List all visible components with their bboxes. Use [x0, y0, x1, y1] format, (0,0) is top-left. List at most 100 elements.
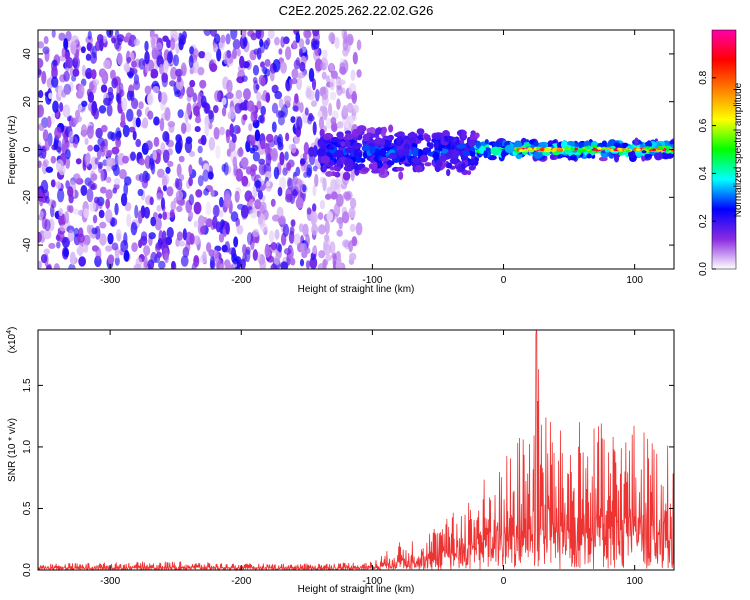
- spectrogram-cell: [174, 90, 182, 98]
- spectrogram-cell: [193, 254, 200, 268]
- spectrogram-cell: [98, 105, 107, 114]
- spectrogram-cell: [252, 151, 261, 162]
- spectrogram-cell: [249, 208, 258, 219]
- spectrogram-cell: [282, 223, 290, 237]
- spectrogram-cell: [50, 179, 56, 188]
- spectrogram-cell: [277, 186, 283, 197]
- spectrogram-cell: [260, 105, 266, 116]
- spectrogram-cell: [164, 252, 169, 264]
- spectrogram-cell: [188, 54, 194, 69]
- spectrogram-y-tick-label: -40: [22, 237, 33, 252]
- spectrogram-cell: [221, 106, 227, 117]
- colorbar-tick-label: 0.0: [698, 262, 709, 276]
- spectrogram-cell: [241, 175, 249, 187]
- spectrogram-cell: [143, 206, 151, 219]
- spectrogram-x-tick-label: -200: [231, 275, 251, 286]
- spectrogram-cell: [297, 72, 306, 79]
- spectrogram-cell: [308, 146, 315, 158]
- spectrogram-cell: [303, 142, 310, 155]
- spectrogram-cell: [168, 123, 175, 134]
- spectrogram-cell: [131, 60, 137, 68]
- spectrogram-cell: [209, 255, 215, 269]
- spectrogram-cell: [293, 233, 301, 246]
- spectrogram-cell: [39, 197, 44, 207]
- spectrogram-cell: [449, 157, 459, 165]
- spectrogram-cell: [597, 146, 603, 150]
- spectrogram-cell: [240, 204, 249, 219]
- spectrogram-cell: [111, 78, 118, 89]
- spectrogram-cell: [209, 63, 218, 73]
- spectrogram-cell: [55, 234, 61, 242]
- spectrogram-cell: [158, 230, 164, 244]
- spectrogram-cell: [54, 126, 62, 140]
- spectrogram-cell: [274, 90, 283, 100]
- spectrogram-cell: [609, 149, 615, 153]
- spectrogram-cell: [205, 201, 212, 216]
- spectrogram-cell: [38, 160, 42, 169]
- spectrogram-cell: [200, 95, 207, 108]
- spectrogram-cell: [388, 124, 394, 133]
- spectrogram-cell: [322, 258, 327, 269]
- spectrogram-cell: [274, 229, 280, 240]
- spectrogram-cell: [178, 240, 186, 247]
- spectrogram-cell: [105, 209, 113, 223]
- spectrogram-cell: [569, 154, 577, 161]
- spectrogram-cell: [144, 85, 152, 95]
- spectrogram-cell: [330, 136, 340, 143]
- spectrogram-cell: [314, 173, 319, 187]
- spectrogram-cell: [103, 59, 111, 69]
- spectrogram-cell: [523, 148, 529, 152]
- colorbar-tick-label: 0.6: [698, 118, 709, 132]
- spectrogram-cell: [336, 121, 344, 129]
- spectrogram-cell: [203, 188, 209, 196]
- spectrogram-cell: [122, 124, 130, 138]
- spectrogram-cell: [416, 128, 425, 135]
- spectrogram-cell: [325, 170, 333, 177]
- spectrogram-cell: [73, 117, 79, 125]
- spectrogram-cell: [158, 260, 166, 269]
- spectrogram-cell: [137, 188, 144, 197]
- spectrogram-cell: [253, 80, 259, 94]
- spectrogram-cell: [653, 151, 663, 161]
- spectrogram-cell: [124, 64, 131, 73]
- spectrogram-cell: [318, 224, 326, 235]
- spectrogram-x-tick-label: 100: [626, 275, 643, 286]
- spectrogram-cell: [585, 146, 591, 150]
- spectrogram-cell: [311, 78, 317, 91]
- spectrogram-cell: [52, 100, 59, 113]
- spectrogram-cell: [145, 140, 153, 151]
- spectrogram-cell: [150, 68, 159, 79]
- spectrogram-cell: [259, 201, 267, 215]
- spectrogram-cell: [484, 139, 489, 145]
- spectrogram-cell: [132, 130, 137, 141]
- spectrogram-cell: [65, 180, 70, 190]
- spectrogram-cell: [99, 221, 107, 229]
- spectrogram-cell: [334, 36, 340, 49]
- spectrogram-cell: [258, 162, 267, 176]
- spectrogram-cell: [462, 150, 471, 157]
- spectrogram-x-tick-label: 0: [501, 275, 507, 286]
- spectrogram-cell: [628, 146, 634, 150]
- spectrogram-cell: [149, 196, 154, 206]
- spectrogram-cell: [461, 162, 466, 170]
- spectrogram-cell: [42, 159, 49, 168]
- spectrogram-cell: [504, 144, 515, 153]
- spectrogram-cell: [242, 36, 248, 47]
- spectrogram-cell: [340, 141, 346, 147]
- colorbar-tick-label: 0.4: [698, 166, 709, 180]
- spectrogram-cell: [349, 197, 357, 209]
- spectrogram-cell: [279, 151, 285, 166]
- spectrogram-cell: [336, 158, 342, 167]
- spectrogram-cell: [341, 211, 350, 224]
- spectrogram-cell: [230, 30, 238, 40]
- spectrogram-cell: [565, 149, 571, 153]
- spectrogram-cell: [138, 101, 144, 110]
- spectrogram-cell: [317, 212, 324, 221]
- spectrogram-cell: [192, 92, 198, 103]
- spectrogram-cell: [58, 32, 66, 41]
- spectrogram-cell: [474, 132, 480, 139]
- spectrogram-cell: [257, 190, 264, 200]
- spectrogram-cell: [366, 127, 373, 133]
- snr-x-tick-label: -300: [100, 576, 120, 587]
- spectrogram-cell: [236, 126, 241, 134]
